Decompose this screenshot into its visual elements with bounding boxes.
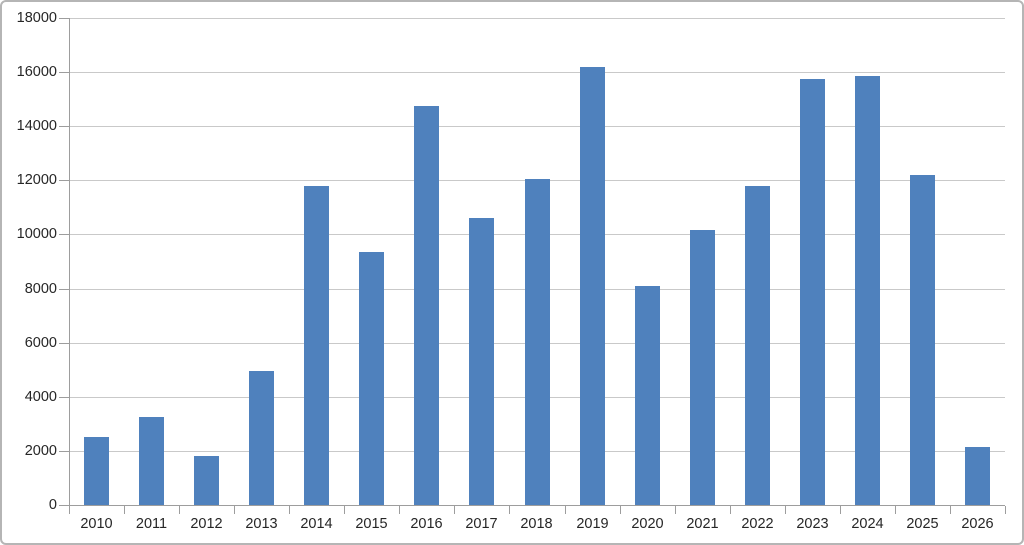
y-axis-label: 2000	[24, 443, 57, 459]
y-axis-label: 8000	[24, 281, 57, 297]
bar-2025	[910, 175, 935, 505]
x-axis-label: 2018	[520, 516, 553, 532]
x-axis-tick	[895, 506, 896, 514]
x-axis-label: 2022	[741, 516, 774, 532]
y-axis-tick	[59, 397, 69, 398]
x-axis-tick	[124, 506, 125, 514]
y-axis-tick	[59, 234, 69, 235]
x-axis-label: 2010	[80, 516, 113, 532]
x-axis-label: 2021	[686, 516, 719, 532]
y-axis-label: 6000	[24, 335, 57, 351]
y-axis-tick	[59, 126, 69, 127]
x-axis-tick	[1005, 506, 1006, 514]
x-axis-label: 2023	[796, 516, 829, 532]
y-axis-tick	[59, 451, 69, 452]
bar-2019	[580, 67, 605, 505]
x-axis-label: 2012	[190, 516, 223, 532]
y-axis-label: 10000	[16, 226, 57, 242]
x-axis-label: 2017	[465, 516, 498, 532]
y-axis-tick	[59, 180, 69, 181]
bar-2024	[855, 76, 880, 505]
bar-2011	[139, 417, 164, 505]
y-axis-tick	[59, 343, 69, 344]
x-axis-tick	[289, 506, 290, 514]
gridline	[69, 18, 1005, 19]
bar-2022	[745, 186, 770, 505]
gridline	[69, 72, 1005, 73]
x-axis-label: 2026	[961, 516, 994, 532]
x-axis-label: 2019	[576, 516, 609, 532]
y-axis-tick	[59, 18, 69, 19]
x-axis-tick	[69, 506, 70, 514]
y-axis-tick	[59, 505, 69, 506]
x-axis-tick	[675, 506, 676, 514]
x-axis-tick	[950, 506, 951, 514]
x-axis-tick	[454, 506, 455, 514]
x-axis-tick	[399, 506, 400, 514]
bar-2016	[414, 106, 439, 505]
y-axis-label: 14000	[16, 118, 57, 134]
bar-2013	[249, 371, 274, 505]
x-axis-label: 2013	[245, 516, 278, 532]
x-axis-tick	[730, 506, 731, 514]
y-axis-line	[69, 18, 70, 506]
bar-2026	[965, 447, 990, 505]
bar-2018	[525, 179, 550, 505]
x-axis-tick	[840, 506, 841, 514]
y-axis-label: 12000	[16, 172, 57, 188]
bar-2010	[84, 437, 109, 505]
bar-2012	[194, 456, 219, 505]
bar-2017	[469, 218, 494, 505]
x-axis-tick	[179, 506, 180, 514]
x-axis-label: 2024	[851, 516, 884, 532]
y-axis-tick	[59, 289, 69, 290]
x-axis-tick	[344, 506, 345, 514]
gridline	[69, 126, 1005, 127]
x-axis-tick	[620, 506, 621, 514]
x-axis-label: 2025	[906, 516, 939, 532]
x-axis-label: 2020	[631, 516, 664, 532]
x-axis-label: 2011	[135, 516, 168, 532]
x-axis-tick	[565, 506, 566, 514]
bar-2020	[635, 286, 660, 505]
bar-2021	[690, 230, 715, 505]
x-axis-label: 2014	[300, 516, 333, 532]
x-axis-tick	[785, 506, 786, 514]
x-axis-label: 2015	[355, 516, 388, 532]
y-axis-label: 18000	[16, 10, 57, 26]
bar-2014	[304, 186, 329, 505]
bar-2023	[800, 79, 825, 505]
x-axis-line	[69, 505, 1005, 506]
y-axis-tick	[59, 72, 69, 73]
x-axis-tick	[234, 506, 235, 514]
bar-2015	[359, 252, 384, 505]
y-axis-label: 0	[48, 497, 57, 513]
x-axis-label: 2016	[410, 516, 443, 532]
x-axis-tick	[509, 506, 510, 514]
y-axis-label: 4000	[24, 389, 57, 405]
y-axis-label: 16000	[16, 64, 57, 80]
